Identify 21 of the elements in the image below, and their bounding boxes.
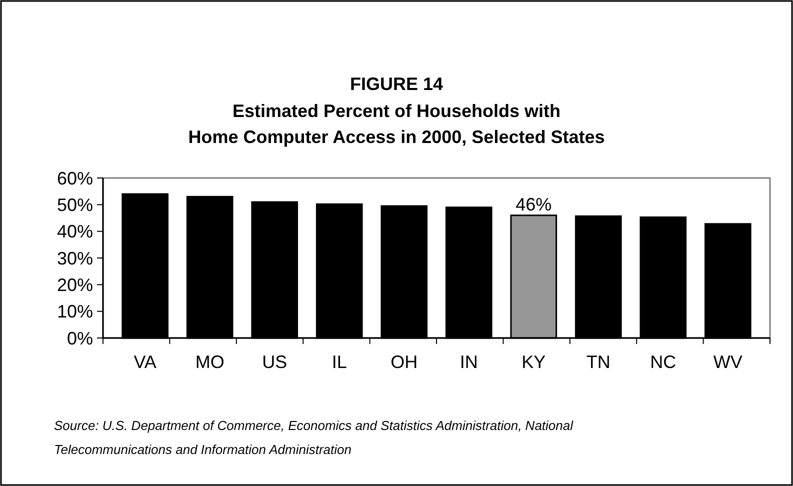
chart-subtitle: Estimated Percent of Households with Home Computer Access in 2000, Selected States bbox=[188, 101, 605, 147]
x-tick-label: US bbox=[262, 352, 288, 372]
data-label: 46% bbox=[516, 194, 552, 214]
x-tick-label: OH bbox=[390, 352, 418, 372]
x-tick-label: MO bbox=[195, 352, 224, 372]
y-tick-label: 0% bbox=[66, 328, 93, 348]
x-tick-label: WV bbox=[713, 352, 742, 372]
y-tick-label: 60% bbox=[56, 168, 93, 188]
x-tick-label: VA bbox=[134, 352, 156, 372]
x-tick-label: IL bbox=[332, 352, 347, 372]
x-tick-label: TN bbox=[586, 352, 610, 372]
x-tick-label: NC bbox=[650, 352, 676, 372]
x-tick-label: KY bbox=[522, 352, 546, 372]
x-tick-label: IN bbox=[460, 352, 478, 372]
source-note: Source: U.S. Department of Commerce, Economics and Statistics Administration, National Telecommunications and Information Administration bbox=[54, 418, 574, 457]
y-tick-label: 40% bbox=[56, 222, 93, 242]
y-tick-label: 50% bbox=[56, 194, 93, 215]
chart-title: FIGURE 14 bbox=[350, 74, 444, 94]
y-tick-label: 30% bbox=[56, 248, 93, 268]
y-tick-label: 20% bbox=[56, 274, 93, 295]
y-tick-label: 10% bbox=[56, 302, 93, 322]
